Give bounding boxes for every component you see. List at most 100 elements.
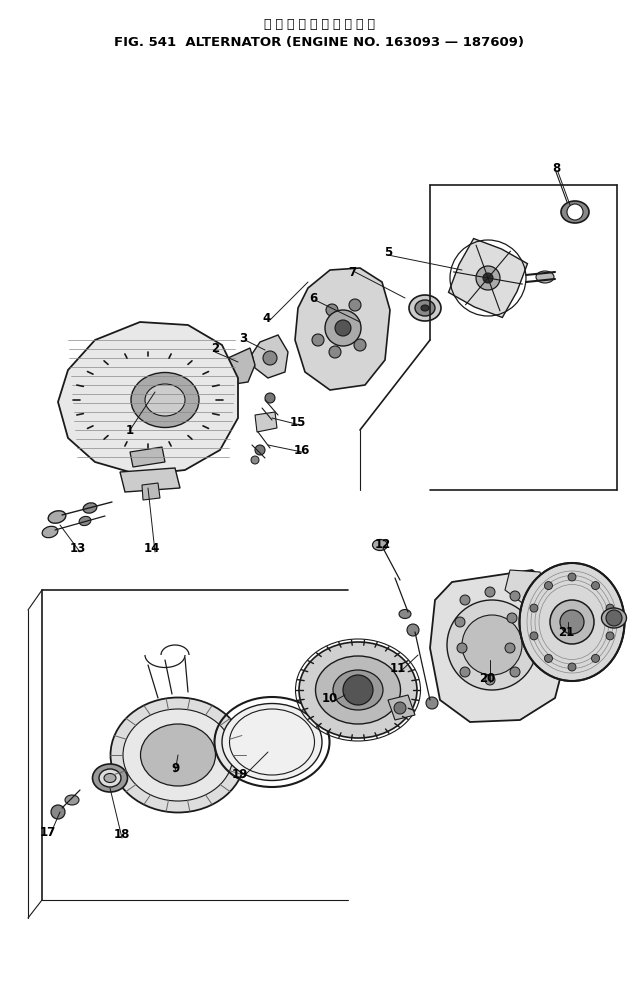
Ellipse shape <box>350 318 385 346</box>
Circle shape <box>544 582 553 589</box>
Ellipse shape <box>409 295 441 321</box>
Circle shape <box>455 617 465 627</box>
Ellipse shape <box>93 764 128 792</box>
Text: 4: 4 <box>263 312 271 324</box>
Text: 1: 1 <box>126 423 134 436</box>
Text: 8: 8 <box>552 161 560 174</box>
Circle shape <box>265 393 275 403</box>
Text: 19: 19 <box>232 768 248 781</box>
Polygon shape <box>255 412 277 432</box>
Circle shape <box>544 655 553 663</box>
Circle shape <box>394 702 406 714</box>
Circle shape <box>51 805 65 819</box>
Polygon shape <box>252 335 288 378</box>
Polygon shape <box>142 483 160 500</box>
Text: 5: 5 <box>384 245 392 258</box>
Text: 17: 17 <box>40 826 56 839</box>
Text: オ ル タ ネ ー タ 適 用 号 機: オ ル タ ネ ー タ 適 用 号 機 <box>263 18 375 31</box>
Ellipse shape <box>602 608 627 628</box>
Circle shape <box>530 632 538 640</box>
Circle shape <box>606 610 622 626</box>
Circle shape <box>483 273 493 283</box>
Ellipse shape <box>131 373 199 427</box>
Circle shape <box>326 304 338 316</box>
Text: 13: 13 <box>70 542 86 555</box>
Ellipse shape <box>123 709 233 801</box>
Polygon shape <box>58 322 238 475</box>
Text: 14: 14 <box>144 542 160 555</box>
Circle shape <box>505 643 515 653</box>
Circle shape <box>530 604 538 612</box>
Text: 7: 7 <box>348 265 356 279</box>
Circle shape <box>510 667 520 677</box>
Text: 20: 20 <box>479 672 495 684</box>
Ellipse shape <box>99 769 121 787</box>
Circle shape <box>507 613 517 623</box>
Text: 11: 11 <box>390 662 406 674</box>
Circle shape <box>568 573 576 581</box>
Ellipse shape <box>140 724 216 786</box>
Ellipse shape <box>104 773 116 782</box>
Text: FIG. 541  ALTERNATOR (ENGINE NO. 163093 — 187609): FIG. 541 ALTERNATOR (ENGINE NO. 163093 —… <box>114 36 524 49</box>
Ellipse shape <box>373 540 387 551</box>
Circle shape <box>591 582 600 589</box>
Ellipse shape <box>415 300 435 316</box>
Circle shape <box>460 667 470 677</box>
Ellipse shape <box>299 642 417 738</box>
Ellipse shape <box>421 305 429 311</box>
Text: 3: 3 <box>239 331 247 344</box>
Circle shape <box>606 604 614 612</box>
Ellipse shape <box>364 328 373 335</box>
Ellipse shape <box>561 201 589 223</box>
Circle shape <box>462 615 522 675</box>
Circle shape <box>251 456 259 464</box>
Circle shape <box>329 346 341 358</box>
Text: 12: 12 <box>375 538 391 552</box>
Ellipse shape <box>536 271 554 283</box>
Circle shape <box>447 600 537 690</box>
Text: 10: 10 <box>322 691 338 704</box>
Polygon shape <box>449 238 528 317</box>
Circle shape <box>325 310 361 346</box>
Circle shape <box>457 643 467 653</box>
Polygon shape <box>430 570 568 722</box>
Circle shape <box>312 334 324 346</box>
Ellipse shape <box>79 516 91 525</box>
Circle shape <box>591 655 600 663</box>
Circle shape <box>407 624 419 636</box>
Ellipse shape <box>333 670 383 710</box>
Ellipse shape <box>357 323 379 341</box>
Polygon shape <box>505 570 548 605</box>
Ellipse shape <box>222 703 322 780</box>
Text: 6: 6 <box>309 292 317 305</box>
Circle shape <box>560 610 584 634</box>
Polygon shape <box>130 447 165 467</box>
Ellipse shape <box>48 510 66 523</box>
Polygon shape <box>295 268 390 390</box>
Ellipse shape <box>83 502 97 513</box>
Circle shape <box>510 591 520 601</box>
Text: 16: 16 <box>294 443 310 457</box>
Polygon shape <box>120 468 180 492</box>
Ellipse shape <box>110 697 246 813</box>
Circle shape <box>550 600 594 644</box>
Circle shape <box>255 445 265 455</box>
Circle shape <box>476 266 500 290</box>
Circle shape <box>263 351 277 365</box>
Text: 15: 15 <box>290 415 306 428</box>
Circle shape <box>485 675 495 685</box>
Ellipse shape <box>316 656 401 724</box>
Ellipse shape <box>65 795 79 805</box>
Polygon shape <box>218 348 255 385</box>
Ellipse shape <box>399 609 411 618</box>
Circle shape <box>606 632 614 640</box>
Circle shape <box>354 339 366 351</box>
Text: 21: 21 <box>558 625 574 639</box>
Ellipse shape <box>145 384 185 416</box>
Circle shape <box>567 204 583 220</box>
Circle shape <box>426 697 438 709</box>
Circle shape <box>349 299 361 311</box>
Polygon shape <box>388 695 415 720</box>
Ellipse shape <box>42 526 58 538</box>
Ellipse shape <box>519 563 625 681</box>
